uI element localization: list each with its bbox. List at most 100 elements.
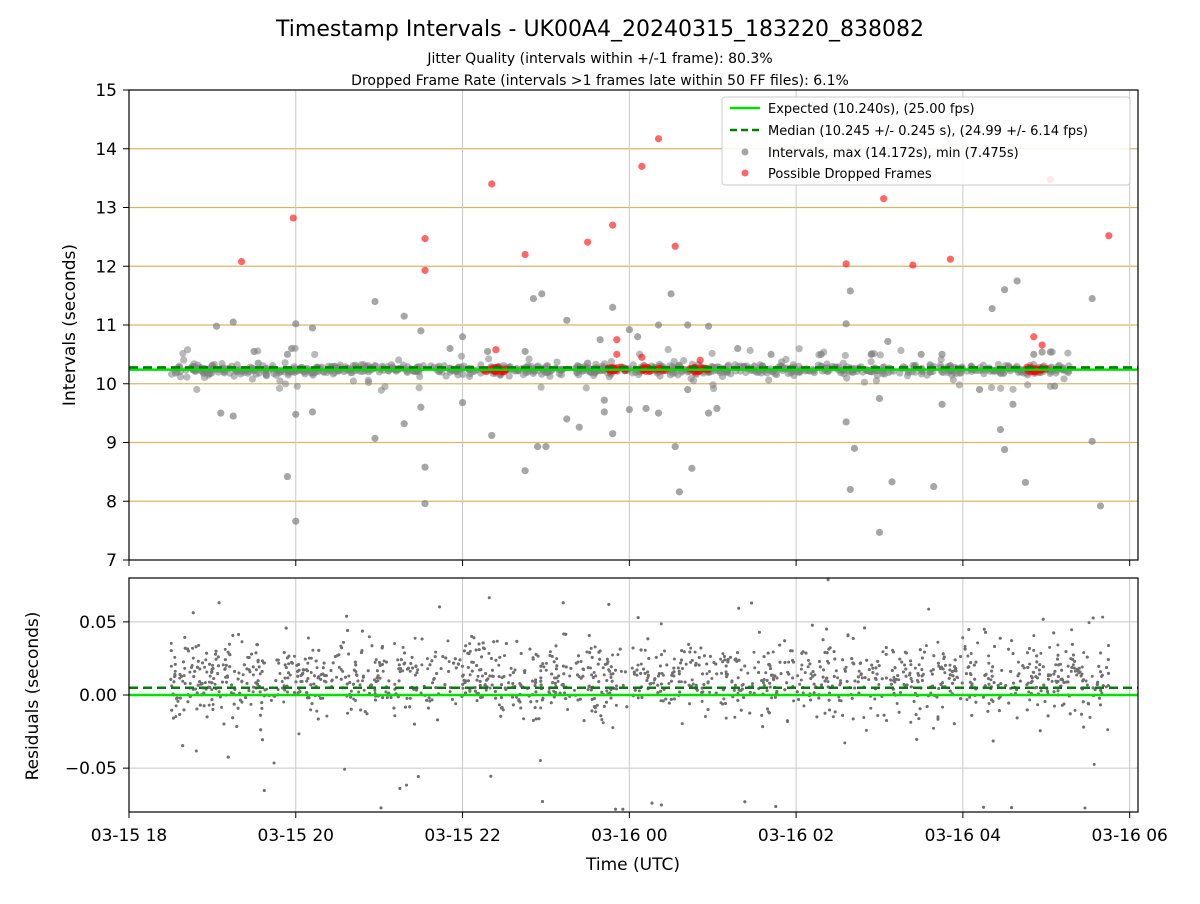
residual-point bbox=[374, 658, 378, 662]
residual-point bbox=[337, 665, 341, 669]
residual-point bbox=[601, 721, 605, 725]
residual-point bbox=[1078, 670, 1082, 674]
residual-point bbox=[190, 665, 194, 669]
residual-point bbox=[453, 657, 457, 661]
bottom-panel-y-axis: −0.05 0.00 0.05 bbox=[65, 613, 129, 779]
residual-point bbox=[230, 683, 234, 687]
residual-point bbox=[313, 674, 317, 678]
residual-point bbox=[504, 687, 508, 691]
residual-point bbox=[935, 695, 939, 699]
residual-point bbox=[969, 661, 973, 665]
residual-point bbox=[214, 652, 218, 656]
residual-point bbox=[635, 668, 639, 672]
residual-point bbox=[972, 663, 976, 667]
residual-point bbox=[982, 805, 986, 809]
residual-point bbox=[896, 673, 900, 677]
residual-point bbox=[502, 674, 506, 678]
residual-point bbox=[210, 681, 214, 685]
residual-point bbox=[210, 698, 214, 702]
residual-point bbox=[447, 660, 451, 664]
residual-point bbox=[345, 682, 349, 686]
dropped-frame-point bbox=[421, 235, 429, 243]
residual-point bbox=[381, 696, 385, 700]
residual-point bbox=[413, 673, 417, 677]
residual-point bbox=[1052, 672, 1056, 676]
residual-point bbox=[832, 674, 836, 678]
residual-point bbox=[490, 683, 494, 687]
residual-point bbox=[260, 701, 264, 705]
residual-point bbox=[554, 667, 558, 671]
residual-point bbox=[353, 660, 357, 664]
residual-point bbox=[750, 601, 754, 605]
residual-point bbox=[385, 660, 389, 664]
residual-point bbox=[1056, 680, 1060, 684]
residual-point bbox=[173, 674, 177, 678]
residual-point bbox=[936, 640, 940, 644]
residual-point bbox=[274, 679, 278, 683]
residual-point bbox=[275, 658, 279, 662]
residual-point bbox=[366, 669, 370, 673]
residual-point bbox=[688, 650, 692, 654]
residual-point bbox=[876, 713, 880, 717]
residual-point bbox=[169, 641, 173, 645]
residual-point bbox=[1026, 666, 1030, 670]
residual-point bbox=[359, 708, 363, 712]
residual-point bbox=[990, 669, 994, 673]
residual-point bbox=[1056, 689, 1060, 693]
residual-point bbox=[851, 637, 855, 641]
residual-point bbox=[843, 741, 847, 745]
residual-point bbox=[247, 656, 251, 660]
residual-point bbox=[562, 632, 566, 636]
residual-point bbox=[202, 704, 206, 708]
residual-point bbox=[636, 616, 640, 620]
residual-point bbox=[839, 699, 843, 703]
residual-point bbox=[875, 672, 879, 676]
residual-point bbox=[619, 669, 623, 673]
interval-point bbox=[417, 403, 425, 411]
residual-point bbox=[263, 688, 267, 692]
chart-subtitle-jitter: Jitter Quality (intervals within +/-1 fr… bbox=[426, 51, 772, 67]
residual-point bbox=[249, 702, 253, 706]
interval-point bbox=[671, 443, 679, 451]
residual-point bbox=[659, 622, 663, 626]
residual-point bbox=[244, 696, 248, 700]
residual-point bbox=[1046, 689, 1050, 693]
residual-point bbox=[224, 675, 228, 679]
residual-point bbox=[787, 660, 791, 664]
residual-point bbox=[398, 670, 402, 674]
residual-point bbox=[357, 690, 361, 694]
residual-point bbox=[360, 629, 364, 633]
residual-point bbox=[178, 696, 182, 700]
interval-point bbox=[229, 412, 237, 420]
residual-point bbox=[500, 705, 504, 709]
residual-point bbox=[553, 676, 557, 680]
residual-point bbox=[188, 670, 192, 674]
interval-point bbox=[675, 488, 683, 496]
residual-point bbox=[499, 714, 503, 718]
residual-point bbox=[562, 672, 566, 676]
interval-point bbox=[930, 482, 938, 491]
residual-point bbox=[989, 678, 993, 682]
interval-point bbox=[718, 372, 727, 381]
residual-point bbox=[466, 679, 470, 683]
residual-point bbox=[300, 679, 304, 683]
residual-point bbox=[845, 679, 849, 683]
residual-point bbox=[200, 661, 204, 665]
residual-point bbox=[1042, 683, 1046, 687]
residual-point bbox=[894, 677, 898, 681]
residual-point bbox=[507, 681, 511, 685]
interval-point bbox=[884, 337, 892, 346]
residual-point bbox=[705, 662, 709, 666]
residual-point bbox=[609, 665, 613, 669]
residual-point bbox=[810, 623, 814, 627]
residual-point bbox=[296, 674, 300, 678]
residual-point bbox=[486, 677, 490, 681]
residual-point bbox=[576, 698, 580, 702]
residual-point bbox=[212, 676, 216, 680]
residual-point bbox=[513, 668, 517, 672]
residual-point bbox=[309, 670, 313, 674]
residual-point bbox=[684, 662, 688, 666]
residual-point bbox=[998, 636, 1002, 640]
residual-point bbox=[272, 761, 276, 765]
residual-point bbox=[186, 700, 190, 704]
